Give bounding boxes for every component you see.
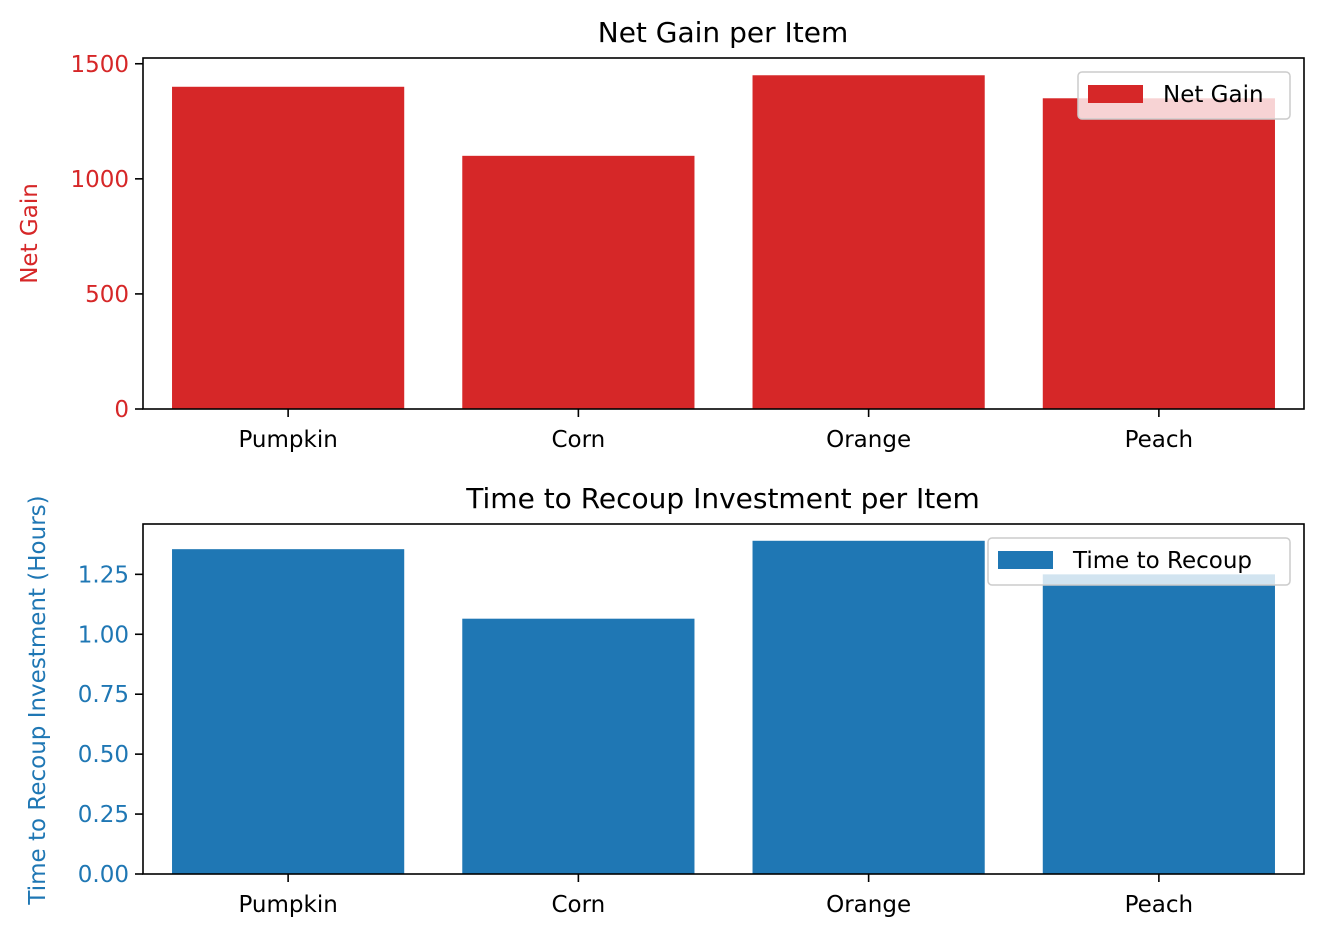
bar-orange	[752, 75, 985, 409]
y-tick-label: 1500	[70, 52, 129, 78]
net-gain-chart: Net Gain per Item Net Gain Pumpkin Corn Or…	[17, 16, 1305, 453]
bar-peach	[1042, 574, 1275, 874]
time-to-recoup-chart: Time to Recoup Investment per Item Time …	[25, 482, 1305, 918]
plot-frame	[142, 57, 1305, 410]
y-tick-label: 0.75	[78, 682, 129, 708]
x-tick-label: Pumpkin	[238, 892, 337, 918]
y-tick-label: 0.50	[78, 742, 129, 768]
x-tick-label: Peach	[1125, 892, 1194, 918]
x-tick-label: Pumpkin	[238, 427, 337, 453]
x-tick-label: Corn	[551, 892, 605, 918]
legend-label: Time to Recoup	[1072, 548, 1252, 574]
x-tick-label: Orange	[826, 892, 911, 918]
plot-frame	[142, 523, 1305, 875]
y-tick-label: 1.25	[78, 562, 129, 588]
legend-box	[987, 537, 1291, 586]
bar-orange	[752, 540, 985, 874]
y-tick-label: 0.00	[78, 862, 129, 888]
legend: Time to Recoup	[987, 537, 1291, 586]
legend-box	[1077, 71, 1291, 120]
y-axis-label: Time to Recoup Investment (Hours)	[25, 495, 51, 905]
x-tick-label: Peach	[1125, 427, 1194, 453]
legend-swatch	[998, 551, 1053, 569]
bar-corn	[462, 155, 695, 409]
x-tick-label: Corn	[551, 427, 605, 453]
bar-corn	[462, 618, 695, 874]
legend: Net Gain	[1077, 71, 1291, 120]
y-tick-label: 1.00	[78, 622, 129, 648]
y-tick-label: 1000	[70, 167, 129, 193]
bar-pumpkin	[172, 86, 405, 409]
bar-peach	[1042, 98, 1275, 409]
bar-pumpkin	[172, 549, 405, 874]
chart-title: Time to Recoup Investment per Item	[465, 482, 979, 515]
y-axis-label: Net Gain	[17, 183, 43, 284]
legend-swatch	[1088, 85, 1143, 103]
y-tick-label: 500	[85, 282, 129, 308]
chart-title: Net Gain per Item	[598, 16, 848, 49]
y-tick-label: 0.25	[78, 802, 129, 828]
x-tick-label: Orange	[826, 427, 911, 453]
y-tick-label: 0	[114, 397, 129, 423]
legend-label: Net Gain	[1163, 82, 1264, 108]
